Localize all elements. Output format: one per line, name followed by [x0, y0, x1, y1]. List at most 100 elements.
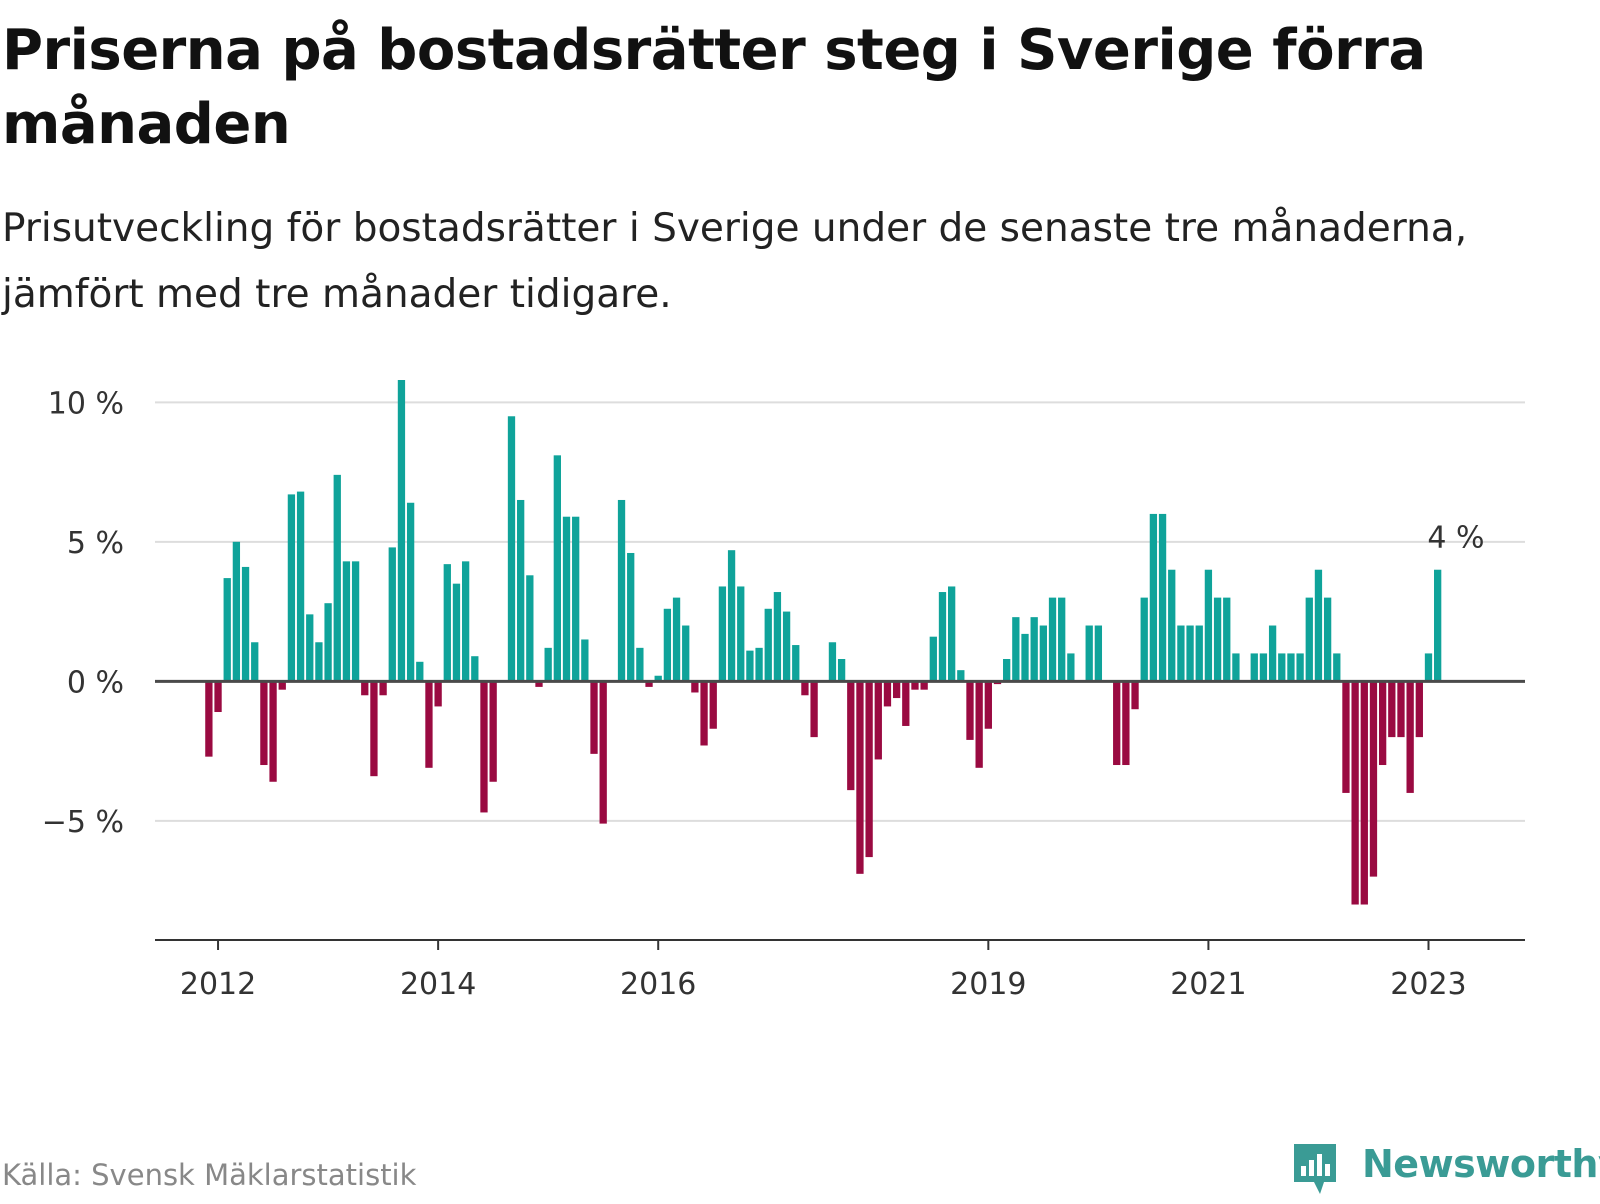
bar	[379, 681, 387, 696]
bar	[1287, 653, 1295, 682]
bar	[232, 541, 241, 682]
bar	[883, 681, 892, 707]
bar	[205, 681, 213, 757]
bar	[1213, 597, 1222, 682]
bar	[1094, 625, 1103, 682]
bar	[727, 550, 736, 682]
bar	[1268, 625, 1277, 682]
bar	[370, 681, 378, 777]
bar	[810, 681, 818, 738]
bar	[773, 592, 782, 682]
bar	[406, 502, 415, 682]
bar	[672, 597, 681, 682]
bar	[214, 681, 222, 713]
bar-chart: 10 %5 %0 %−5 % 2012 2014 2016 2019 2021 2023 …	[42, 380, 1525, 1002]
bar	[1323, 597, 1332, 682]
bar	[1003, 659, 1011, 682]
bar	[792, 645, 800, 682]
bar	[1204, 569, 1213, 682]
bar	[691, 681, 699, 693]
bar	[1223, 597, 1231, 682]
bar	[1360, 681, 1368, 905]
bar	[1424, 653, 1433, 682]
bar	[627, 552, 635, 682]
bar	[755, 647, 763, 682]
bar	[847, 681, 855, 791]
bar	[397, 380, 406, 682]
bar	[1168, 569, 1176, 682]
bar	[1030, 617, 1038, 682]
bar	[333, 474, 341, 682]
bar	[874, 681, 882, 760]
bar	[709, 681, 717, 729]
bar	[1232, 653, 1240, 682]
bar	[911, 681, 919, 690]
bar	[718, 586, 727, 682]
bar	[764, 608, 772, 682]
y-tick-label: 10 %	[48, 386, 124, 421]
bar	[975, 681, 983, 768]
chart-subtitle: Prisutveckling för bostadsrätter i Sveri…	[2, 206, 1468, 317]
x-tick-label: 2012	[180, 967, 256, 1002]
bar	[1195, 625, 1203, 682]
bar	[636, 647, 644, 682]
bar	[737, 586, 745, 682]
chart-title: Priserna på bostadsrätter steg i Sverige…	[2, 18, 1426, 157]
bar	[425, 681, 433, 768]
bar	[1158, 513, 1167, 682]
bar	[269, 681, 277, 782]
x-tick-label: 2023	[1390, 967, 1466, 1002]
x-tick-label: 2019	[950, 967, 1026, 1002]
bar	[434, 681, 442, 707]
y-tick-label: 5 %	[67, 526, 124, 561]
bar	[801, 681, 809, 696]
bar	[1378, 681, 1387, 766]
bar	[1314, 569, 1323, 682]
bar	[682, 625, 690, 682]
bar	[599, 681, 607, 824]
x-tick-label: 2021	[1170, 967, 1246, 1002]
bar	[1351, 681, 1359, 905]
bar	[1067, 653, 1075, 682]
bar	[351, 561, 360, 682]
bar	[461, 561, 470, 682]
newsworthy-logo-icon	[1294, 1144, 1336, 1194]
bar	[388, 547, 396, 682]
bar	[342, 561, 351, 682]
bar	[645, 681, 653, 687]
bar	[287, 494, 296, 682]
bar	[443, 564, 451, 682]
newsworthy-logo[interactable]: Newsworthy	[1290, 1140, 1600, 1198]
bar	[517, 499, 525, 682]
bar	[241, 566, 250, 682]
bar	[489, 681, 497, 782]
bar	[572, 516, 580, 682]
bar	[306, 614, 314, 682]
bar	[746, 650, 754, 682]
bar	[1021, 633, 1029, 682]
bar	[957, 670, 965, 682]
bar	[590, 681, 598, 754]
bar	[902, 681, 910, 726]
bar	[544, 647, 552, 682]
bar	[1039, 625, 1047, 682]
y-tick-label: 0 %	[67, 665, 124, 700]
bar	[553, 455, 561, 682]
bar	[1122, 681, 1130, 766]
bar	[1296, 653, 1304, 682]
bar	[1131, 681, 1139, 710]
last-value-annotation: 4 %	[1427, 521, 1484, 556]
bar	[1085, 625, 1093, 682]
bar	[296, 491, 305, 682]
x-tick-label: 2014	[400, 967, 476, 1002]
bar	[507, 416, 516, 682]
bar	[1305, 597, 1313, 682]
bar	[1278, 653, 1286, 682]
bar	[938, 592, 947, 682]
bar	[929, 636, 937, 682]
bar	[361, 681, 369, 696]
bar	[920, 681, 928, 690]
brand-name: Newsworthy	[1362, 1142, 1600, 1186]
bar	[617, 499, 626, 682]
bar	[1177, 625, 1185, 682]
